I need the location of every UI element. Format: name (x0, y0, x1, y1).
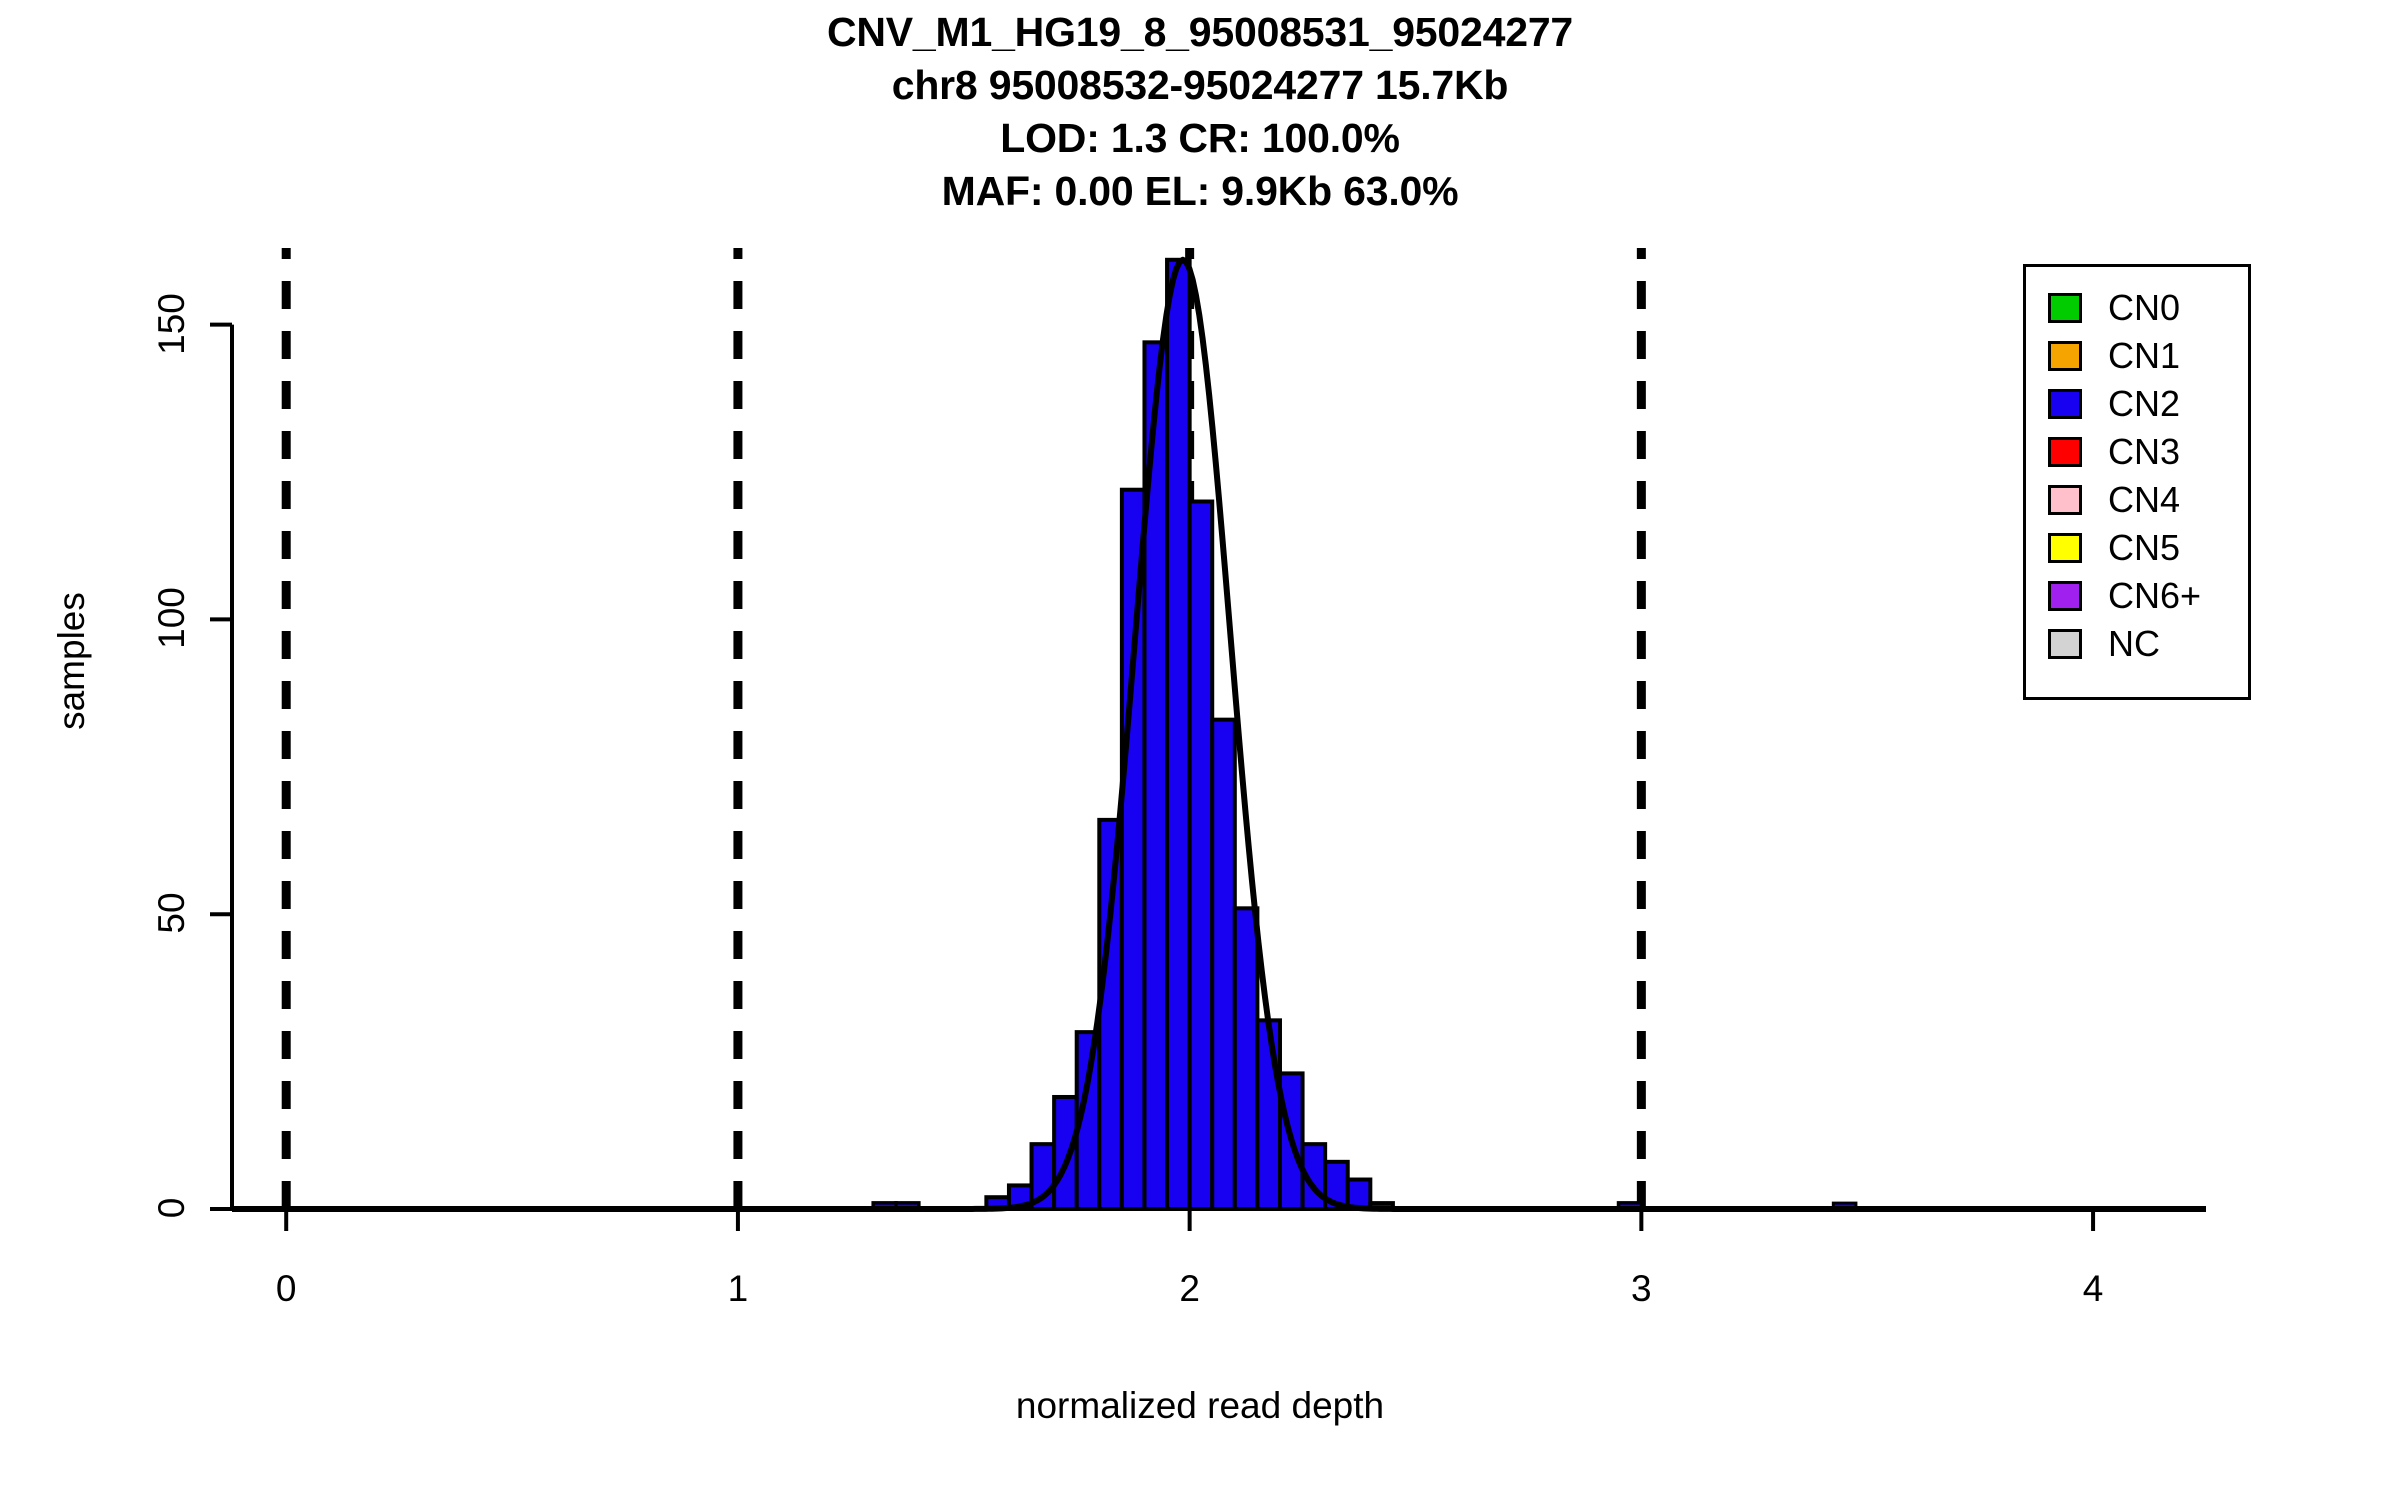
title-line-4: MAF: 0.00 EL: 9.9Kb 63.0% (941, 168, 1459, 214)
title-line-3: LOD: 1.3 CR: 100.0% (1000, 115, 1400, 161)
legend-item-cn0: CN0 (2048, 285, 2248, 333)
legend-swatch-icon (2048, 341, 2082, 371)
title-line-2: chr8 95008532-95024277 15.7Kb (891, 62, 1509, 108)
legend-swatch-icon (2048, 629, 2082, 659)
legend-label: CN2 (2108, 383, 2181, 424)
legend-label: CN5 (2108, 527, 2181, 568)
x-tick-label: 3 (1631, 1268, 1652, 1309)
legend-label: NC (2108, 623, 2160, 664)
legend-label: CN3 (2108, 431, 2181, 472)
y-tick-label: 50 (151, 892, 192, 934)
histogram-bar (1187, 499, 1215, 1212)
legend-swatch-icon (2048, 533, 2082, 563)
x-tick-label: 0 (275, 1268, 297, 1309)
histogram-bar (1232, 906, 1260, 1211)
legend-swatch-icon (2048, 581, 2082, 611)
legend-swatch-icon (2048, 293, 2082, 323)
legend-item-cn2: CN2 (2048, 381, 2248, 429)
legend-box: CN0 CN1 CN2 CN3 CN4 CN5 CN6+ NC (2023, 264, 2251, 700)
legend-item-cn1: CN1 (2048, 333, 2248, 381)
legend-item-cn5: CN5 (2048, 525, 2248, 573)
legend-swatch-icon (2048, 485, 2082, 515)
legend-label: CN4 (2108, 479, 2181, 520)
histogram-bar (1165, 257, 1192, 1212)
histogram-bar (1097, 817, 1124, 1211)
legend-swatch-icon (2048, 389, 2082, 419)
legend-item-cn4: CN4 (2048, 477, 2248, 525)
x-axis-title: normalized read depth (1015, 1385, 1385, 1426)
x-tick-label: 2 (1179, 1268, 1200, 1309)
histogram-bar (1052, 1094, 1079, 1211)
histogram-bar (1255, 1018, 1282, 1211)
y-tick-label: 0 (151, 1197, 192, 1219)
legend-item-cn6plus: CN6+ (2048, 573, 2248, 621)
legend-item-nc: NC (2048, 621, 2248, 669)
y-tick-label: 150 (151, 292, 192, 355)
histogram-bar (1210, 717, 1237, 1211)
y-tick-label: 100 (151, 587, 192, 650)
legend-label: CN6+ (2108, 575, 2202, 616)
legend-label: CN0 (2108, 287, 2181, 328)
title-line-1: CNV_M1_HG19_8_95008531_95024277 (826, 9, 1574, 55)
y-axis-title: samples (51, 592, 92, 730)
x-tick-label: 4 (2082, 1268, 2104, 1309)
density-curve (232, 256, 2206, 1212)
legend-label: CN1 (2108, 335, 2181, 376)
histogram-bars (871, 257, 1644, 1212)
chart-title: CNV_M1_HG19_8_95008531_95024277 chr8 950… (0, 6, 2400, 218)
legend-swatch-icon (2048, 437, 2082, 467)
x-tick-label: 1 (727, 1268, 749, 1309)
legend-item-cn3: CN3 (2048, 429, 2248, 477)
